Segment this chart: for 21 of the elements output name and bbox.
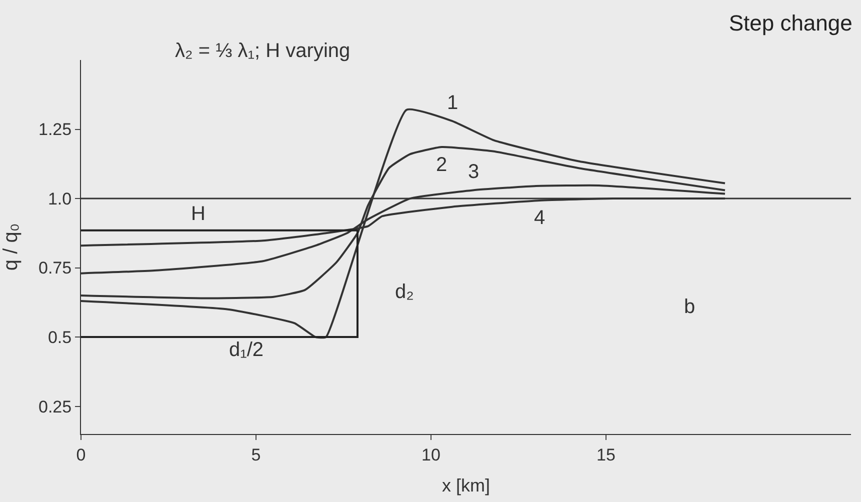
annotation: d₂ bbox=[395, 281, 414, 303]
annotation: d₁/2 bbox=[229, 339, 264, 361]
series-label: 2 bbox=[436, 154, 448, 176]
x-tick-label: 10 bbox=[422, 445, 440, 464]
y-tick-label: 0.75 bbox=[38, 258, 72, 278]
x-tick-label: 15 bbox=[596, 445, 616, 464]
chart-subtitle: λ₂ = ⅓ λ₁; H varying bbox=[175, 40, 350, 62]
x-tick-label: 0 bbox=[76, 445, 86, 464]
y-tick-label: 1.25 bbox=[38, 120, 72, 140]
y-tick-label: 0.25 bbox=[38, 397, 72, 416]
y-tick-label: 0.5 bbox=[48, 328, 72, 347]
y-tick-label: 1.0 bbox=[48, 189, 72, 208]
series-label: 1 bbox=[447, 92, 458, 114]
x-axis-title: x [km] bbox=[442, 476, 490, 496]
x-tick-label: 5 bbox=[251, 445, 261, 464]
chart-title: Step change bbox=[728, 10, 852, 36]
annotation: b bbox=[684, 296, 696, 318]
y-axis-title: q / q₀ bbox=[0, 223, 22, 271]
series-label: 4 bbox=[534, 207, 546, 229]
series-label: 3 bbox=[468, 161, 480, 183]
annotation: H bbox=[191, 203, 206, 225]
